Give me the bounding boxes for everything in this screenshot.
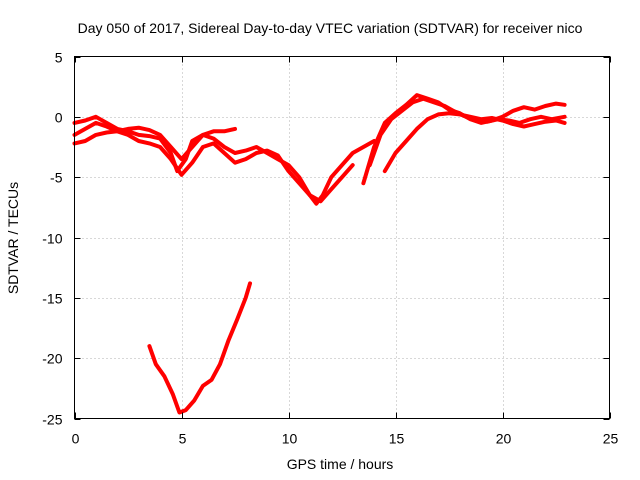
y-tick-label: 0 bbox=[55, 110, 63, 126]
series-line-satellite-track-1 bbox=[72, 114, 377, 206]
y-tick-label: -15 bbox=[42, 291, 62, 307]
x-tick-label: 5 bbox=[179, 431, 187, 447]
series-line-satellite-track-3 bbox=[72, 125, 237, 162]
y-tick-label: -10 bbox=[42, 231, 62, 247]
series-line-satellite-track-5 bbox=[361, 93, 567, 186]
x-tick-label: 15 bbox=[389, 431, 405, 447]
x-axis-label: GPS time / hours bbox=[287, 456, 394, 472]
y-axis-label: SDTVAR / TECUs bbox=[5, 182, 21, 294]
chart-title: Day 050 of 2017, Sidereal Day-to-day VTE… bbox=[78, 20, 583, 36]
x-tick-label: 20 bbox=[496, 431, 512, 447]
y-tick-label: -25 bbox=[42, 412, 62, 428]
x-tick-label: 25 bbox=[603, 431, 619, 447]
plot-frame bbox=[74, 56, 610, 419]
series-line-satellite-track-4 bbox=[147, 281, 252, 415]
y-tick-label: -5 bbox=[50, 170, 63, 186]
series-line-satellite-track-7 bbox=[382, 111, 567, 174]
y-tick-label: 5 bbox=[55, 50, 63, 66]
axis-ticks: 0 5 10 15 20 25 5 0 -5 -10 -15 -20 -25 bbox=[42, 50, 618, 447]
series-line-satellite-track-2 bbox=[72, 120, 355, 204]
x-tick-label: 0 bbox=[72, 431, 80, 447]
series-group bbox=[72, 93, 567, 415]
y-tick-label: -20 bbox=[42, 351, 62, 367]
x-tick-label: 10 bbox=[282, 431, 298, 447]
